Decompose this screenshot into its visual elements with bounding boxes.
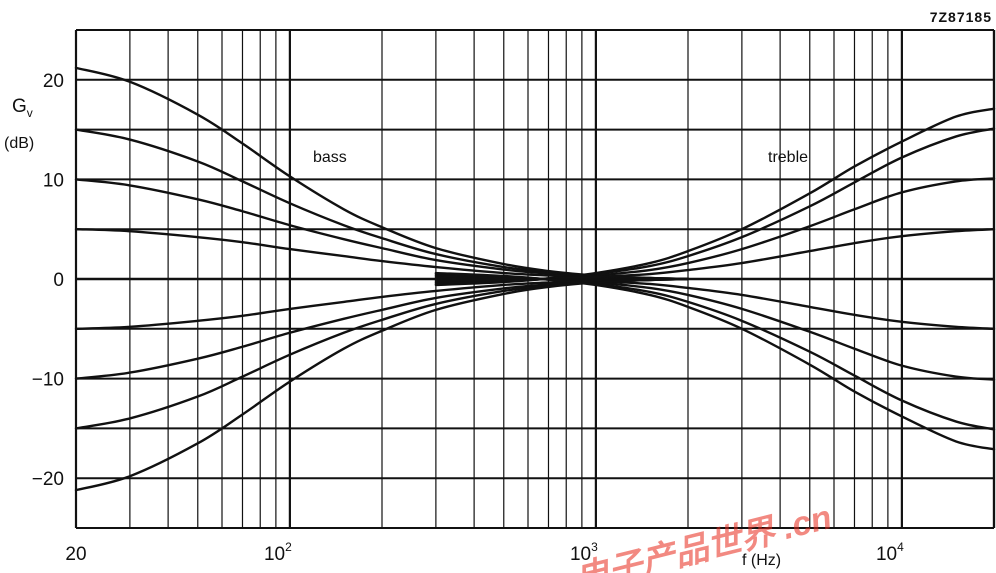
y-tick-label: 10 — [43, 170, 64, 191]
y-tick-label: 0 — [53, 270, 64, 291]
x-axis-label: f (Hz) — [742, 552, 781, 569]
y-tick-label: −20 — [32, 469, 64, 490]
annotation-treble: treble — [768, 149, 808, 166]
x-tick-exponent: 4 — [897, 540, 904, 554]
x-tick-exponent: 3 — [591, 540, 598, 554]
treble-curve-16 — [434, 271, 996, 451]
y-axis-unit: (dB) — [4, 135, 34, 152]
y-axis-label: Gv — [12, 96, 33, 120]
x-tick-label: 102 — [264, 540, 292, 565]
annotation-bass: bass — [313, 149, 347, 166]
grid-layer — [74, 29, 996, 529]
y-axis-label-sub: v — [27, 106, 33, 120]
figure-code: 7Z87185 — [930, 9, 992, 25]
y-axis-label-main: G — [12, 96, 27, 117]
curve-layer — [74, 66, 996, 492]
x-tick-label: 20 — [65, 544, 86, 565]
y-tick-label: −10 — [32, 370, 64, 391]
x-tick-exponent: 2 — [285, 540, 292, 554]
y-tick-label: 20 — [43, 71, 64, 92]
